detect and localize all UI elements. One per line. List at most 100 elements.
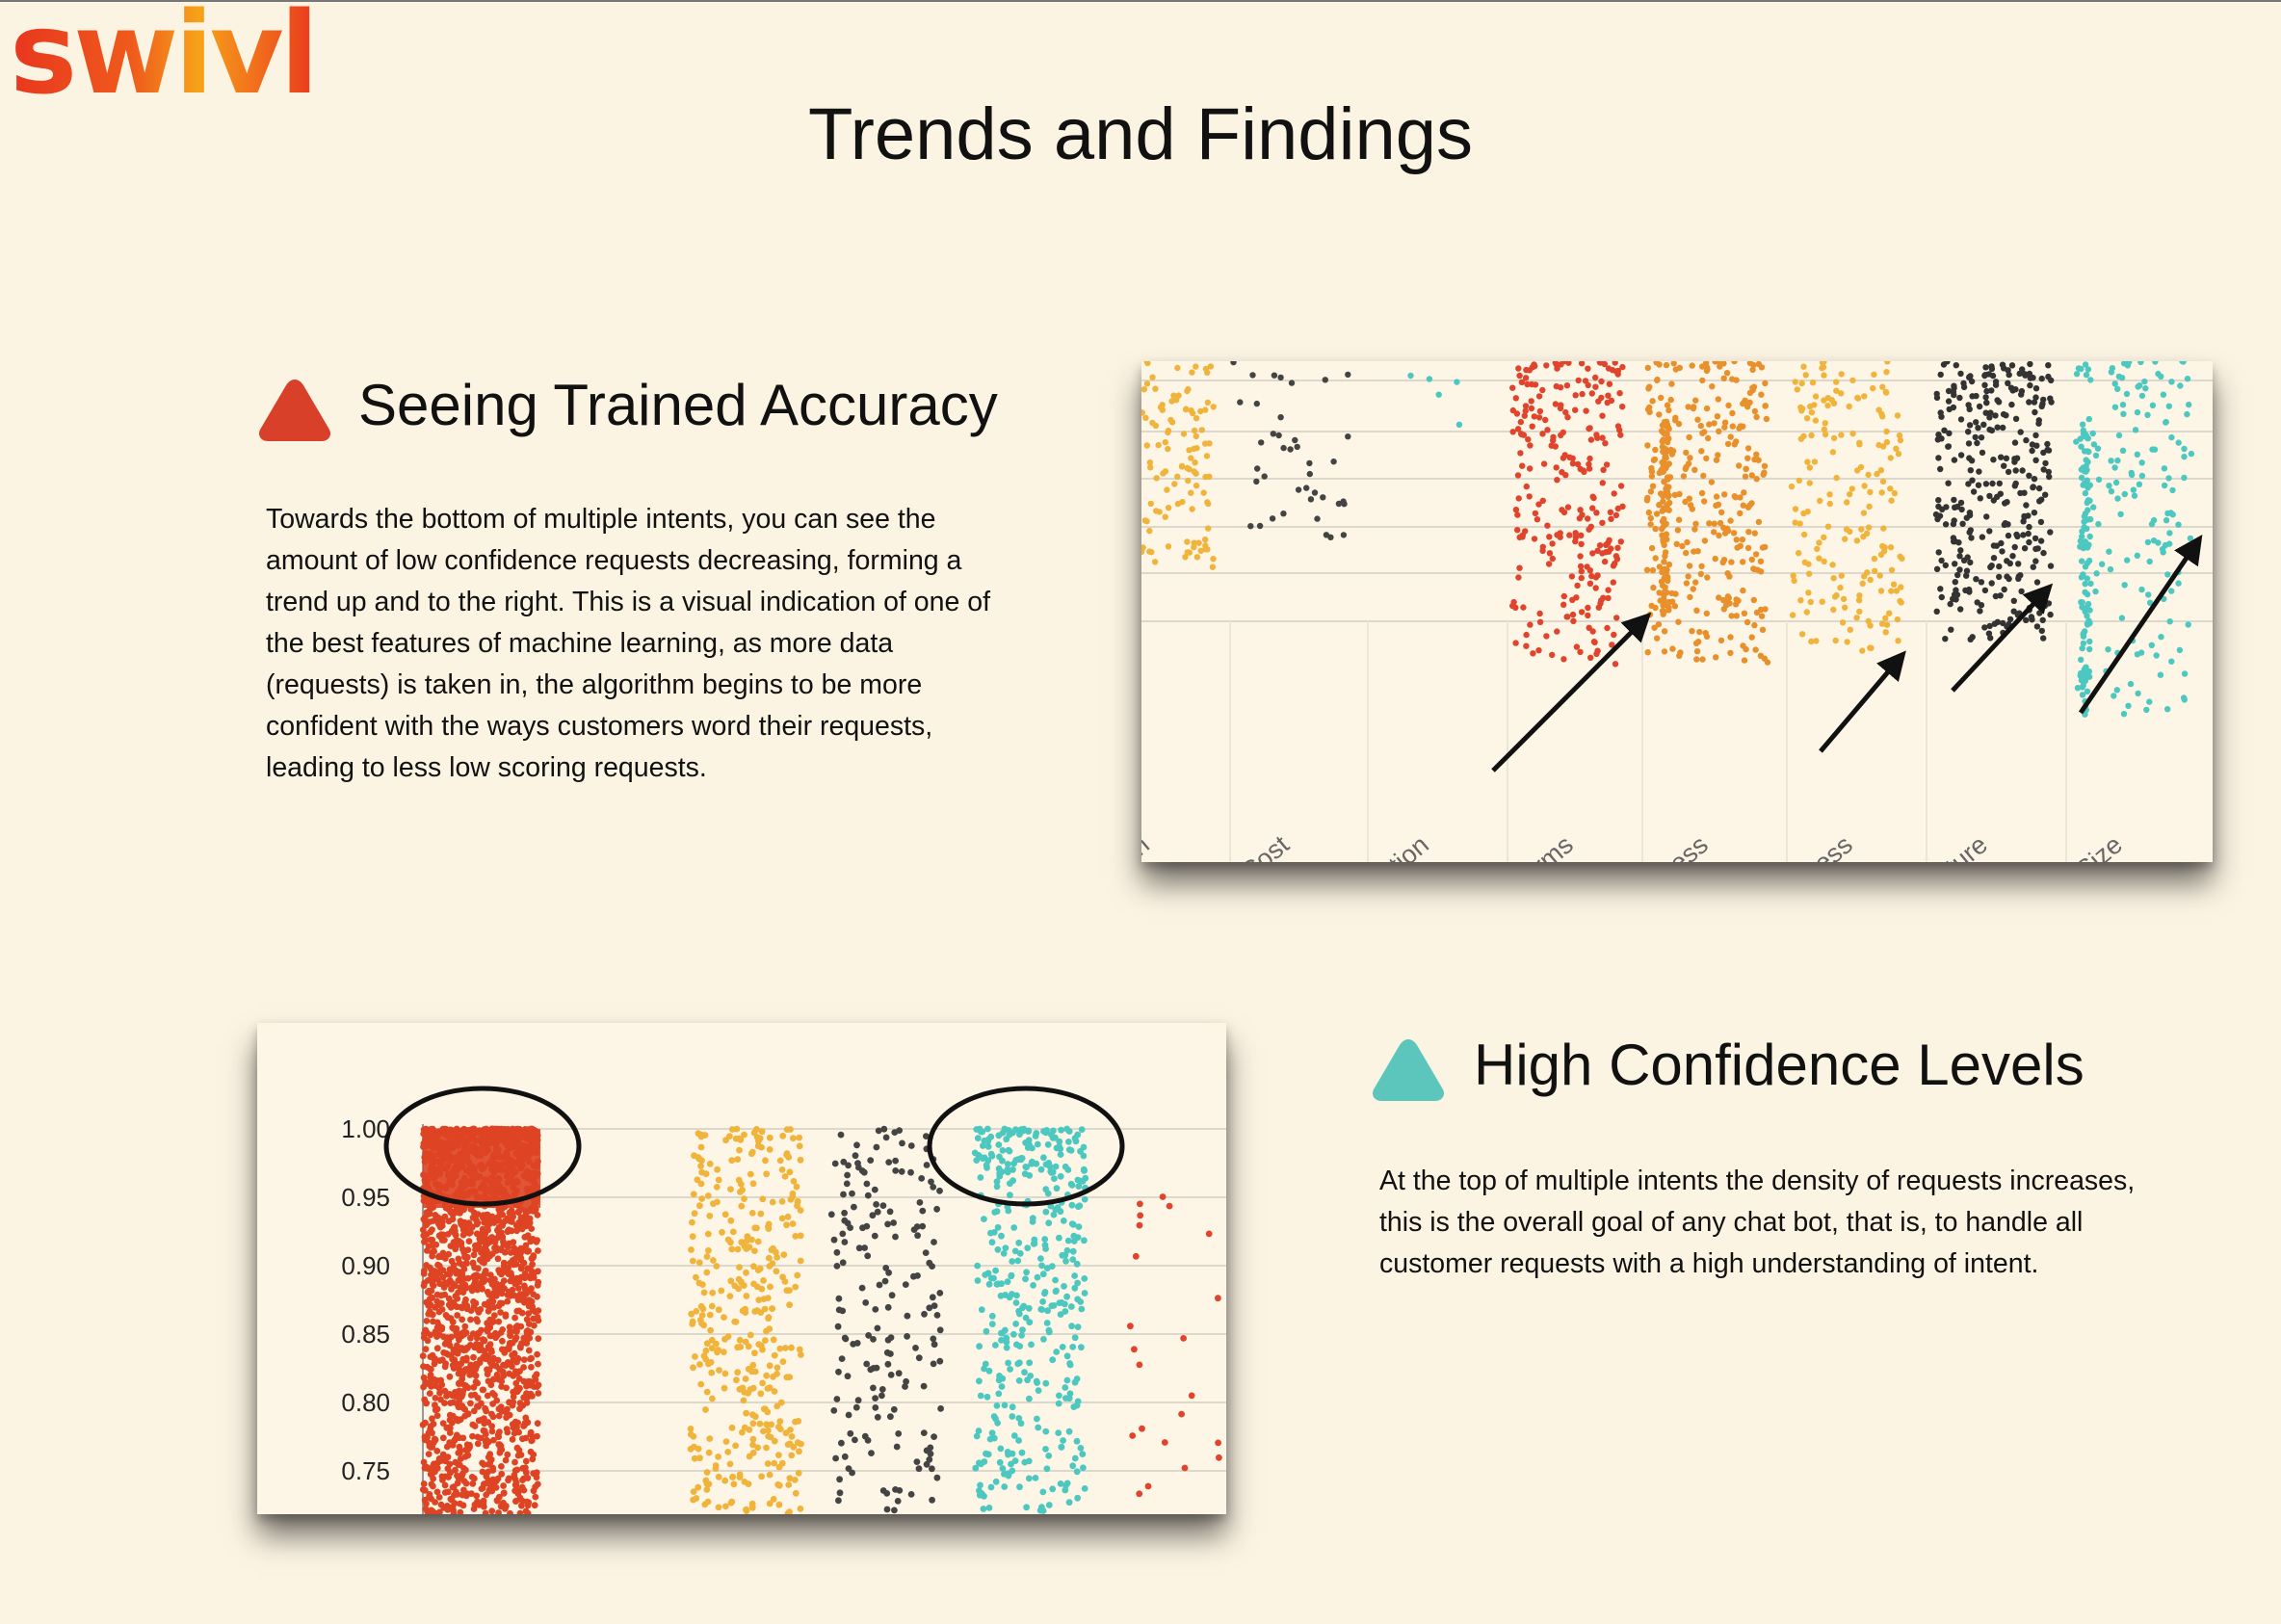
data-point [2082,628,2088,635]
data-point [2090,441,2098,448]
data-point [1542,416,1549,424]
data-point [506,1399,512,1406]
data-point [2079,669,2086,677]
data-point [1945,480,1952,486]
data-point [469,1330,477,1337]
data-point [1146,459,1154,466]
data-point [907,1491,915,1498]
data-point [1023,1504,1030,1511]
data-point [451,1223,459,1231]
data-point [988,1312,996,1320]
data-point [919,1222,927,1230]
data-point [1744,618,1751,626]
data-point [527,1355,534,1363]
data-point [507,1259,514,1267]
data-point [783,1221,790,1229]
data-point [1978,434,1985,441]
data-point [2079,421,2086,428]
data-point [1655,621,1663,628]
data-point [1821,558,1827,565]
data-point [1612,553,1620,560]
data-point [977,1174,984,1181]
data-point [1565,361,1572,366]
data-point [833,1248,841,1256]
data-point [1693,607,1700,614]
data-point [1882,629,1889,636]
data-point [428,1383,434,1390]
data-point [1074,1494,1081,1502]
data-point [919,1207,927,1215]
data-point [2186,401,2192,408]
data-point [488,1507,496,1514]
data-point [424,1337,432,1345]
data-point [1073,1468,1081,1476]
data-point [763,1170,771,1178]
data-point [1590,494,1597,502]
data-point [754,1444,762,1452]
data-point [1645,385,1652,392]
data-point [2004,499,2010,506]
data-point [733,1376,740,1384]
data-point [1184,538,1191,545]
data-point [1215,1295,1221,1302]
data-point [703,1469,711,1476]
data-point [446,1373,454,1380]
data-point [858,1284,866,1292]
data-point [1711,520,1717,527]
data-point [1010,1330,1017,1338]
data-point [987,1229,994,1237]
data-point [1742,473,1749,480]
data-point [914,1232,921,1240]
data-point [1004,1278,1011,1286]
data-point [1144,1482,1152,1490]
data-point [1000,1250,1008,1257]
data-point [757,1390,765,1398]
data-point [1596,361,1604,366]
data-point [1013,1292,1020,1299]
data-point [1045,1502,1053,1508]
data-point [739,1187,746,1193]
data-point [1066,1361,1074,1369]
data-point [1936,512,1944,519]
data-point [1578,361,1586,367]
data-point [1009,1166,1016,1173]
data-point [435,1322,442,1329]
data-point [702,1347,710,1354]
data-point [1877,588,1885,594]
data-point [490,1481,497,1489]
data-point [1603,461,1611,468]
data-point [1202,365,1210,373]
data-point [1656,563,1664,570]
data-point [1202,537,1209,543]
data-point [1073,1437,1081,1445]
data-point [1661,559,1667,565]
data-point [478,1434,485,1442]
data-point [741,1424,748,1431]
data-point [1691,404,1697,410]
data-point [1748,556,1755,563]
data-point [998,1232,1005,1240]
data-point [1794,386,1800,393]
data-point [1010,1224,1018,1231]
data-point [1816,539,1822,546]
data-point [1039,1488,1047,1496]
data-point [497,1299,504,1307]
data-point [891,1506,898,1514]
data-point [1003,1344,1010,1351]
data-point [534,1281,541,1289]
data-point [1269,515,1276,522]
data-point [884,1220,891,1228]
data-point [1838,390,1845,397]
data-point [452,1293,459,1299]
data-point [1967,373,1974,380]
data-point [1539,386,1546,394]
data-point [424,1434,431,1441]
data-point [1178,462,1186,470]
data-point [510,1393,517,1401]
data-point [1675,516,1683,523]
data-point [1550,437,1557,444]
data-point [892,1167,900,1174]
data-point [1741,657,1748,664]
data-point [2008,401,2015,408]
data-point [1728,559,1735,565]
